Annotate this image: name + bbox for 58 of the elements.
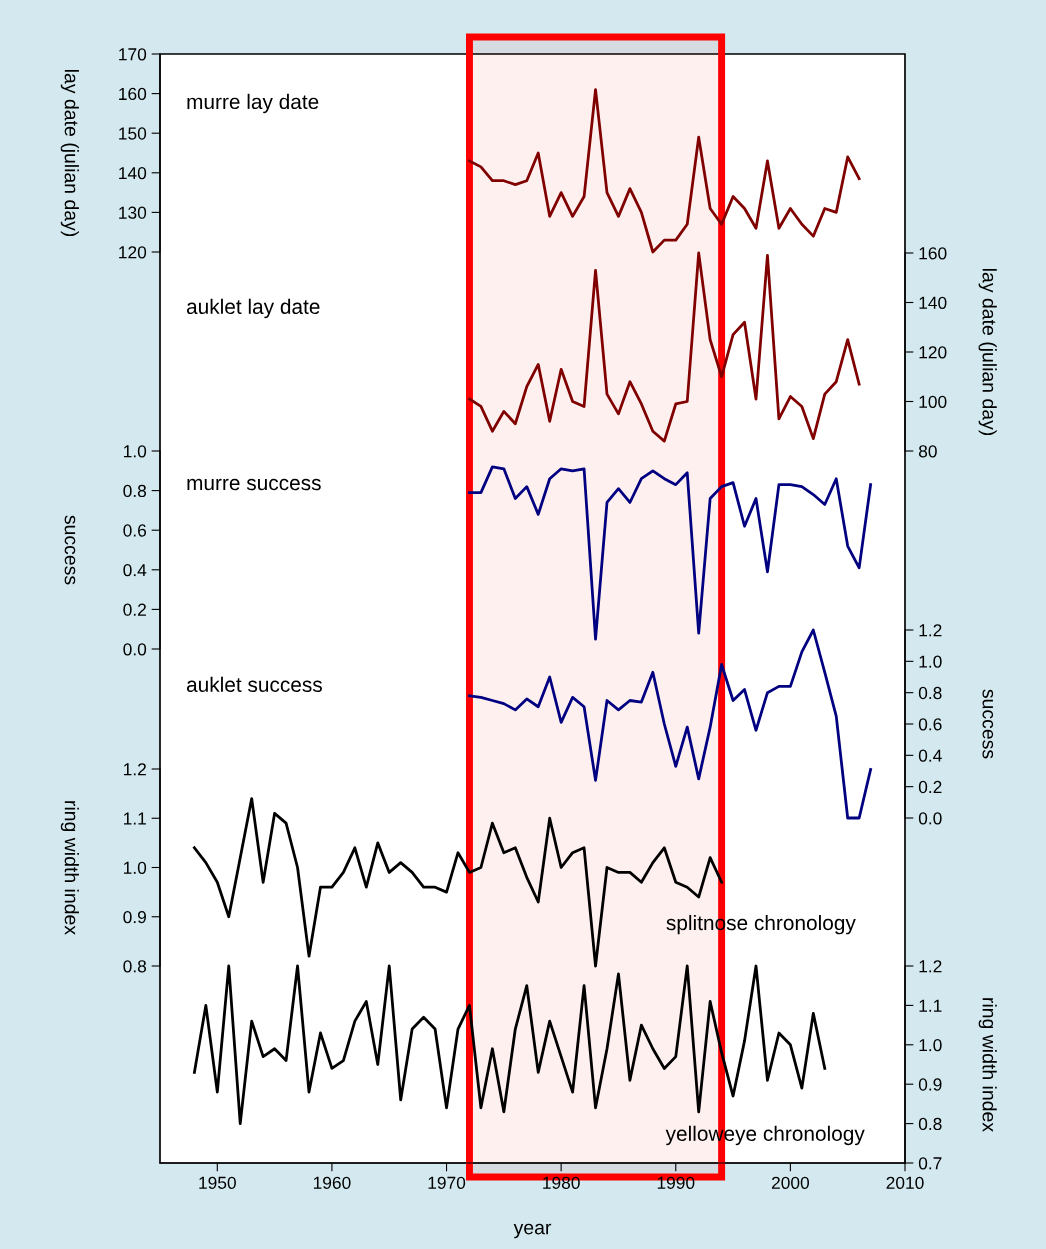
y-tick-label: 1.2: [919, 624, 942, 637]
y-tick-label: 0.0: [918, 812, 942, 825]
x-tick-label: 1970: [428, 1176, 466, 1189]
y-tick-label: 150: [119, 127, 147, 140]
y-tick-label: 160: [119, 87, 147, 101]
y-tick-label: 140: [919, 296, 947, 309]
y-tick-label: 120: [119, 246, 147, 259]
x-tick-label: 1960: [313, 1176, 351, 1189]
y-tick-label: 1.0: [919, 655, 942, 668]
y-tick-label: 120: [919, 346, 947, 359]
x-tick-label: 1980: [543, 1176, 580, 1189]
y-tick-label: 160: [919, 247, 947, 260]
x-axis-title: year: [513, 1223, 552, 1239]
line-series: [192, 964, 827, 1125]
line-series: [468, 628, 873, 820]
y-tick-label: 0.6: [918, 718, 942, 731]
x-tick-label: 2000: [771, 1176, 810, 1189]
y-tick-label: 1.2: [124, 763, 146, 776]
annotation: auklet success: [186, 676, 322, 692]
y-tick-label: 1.1: [919, 999, 942, 1012]
y-tick-label: 130: [119, 206, 147, 219]
y-axis-title: ring width index: [978, 998, 997, 1132]
y-tick-label: 170: [119, 48, 147, 61]
x-tick-label: 1990: [657, 1176, 695, 1189]
y-axis-title: lay date (julian day): [978, 269, 997, 436]
y-axis-title: lay date (julian day): [60, 70, 79, 237]
annotation: murre lay date: [187, 93, 319, 114]
y-tick-label: 0.9: [918, 1078, 942, 1091]
y-axis-title: success: [64, 515, 76, 585]
y-tick-label: 140: [119, 166, 147, 180]
y-tick-label: 80: [918, 445, 937, 458]
y-tick-label: 0.8: [123, 484, 147, 498]
y-tick-label: 100: [919, 395, 947, 408]
x-tick-label: 2010: [886, 1176, 924, 1189]
y-tick-label: 1.0: [124, 445, 147, 458]
line-series: [468, 465, 873, 641]
y-tick-label: 0.7: [918, 1157, 942, 1170]
y-axis-title: success: [982, 689, 994, 759]
y-tick-label: 0.8: [123, 960, 147, 973]
annotation: murre success: [187, 478, 321, 491]
y-tick-label: 0.4: [123, 563, 147, 577]
annotation: auklet lay date: [186, 298, 320, 319]
y-tick-label: 0.4: [918, 749, 942, 762]
x-tick-label: 1950: [199, 1176, 236, 1189]
y-tick-label: 1.0: [124, 861, 147, 874]
y-tick-label: 0.8: [918, 686, 942, 700]
y-tick-label: 1.1: [124, 812, 146, 825]
y-tick-label: 0.0: [123, 643, 147, 656]
y-tick-label: 0.8: [918, 1117, 942, 1131]
y-tick-label: 0.2: [123, 603, 146, 616]
y-tick-label: 0.6: [123, 524, 147, 537]
y-axis-title: ring width index: [60, 801, 79, 935]
y-tick-label: 0.2: [918, 780, 942, 794]
y-tick-label: 1.0: [919, 1038, 942, 1052]
line-series: [468, 251, 861, 443]
line-series: [468, 88, 861, 254]
y-tick-label: 1.2: [919, 960, 942, 973]
y-tick-label: 0.9: [123, 910, 146, 924]
